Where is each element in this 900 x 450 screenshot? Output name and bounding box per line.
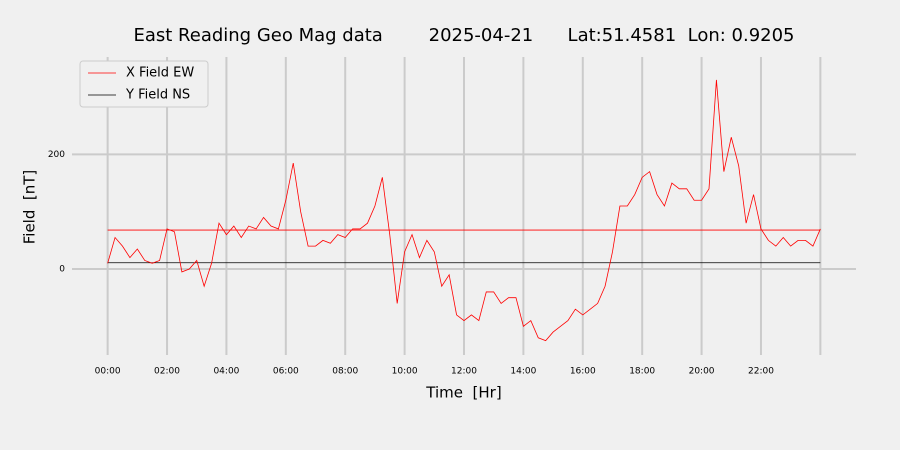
chart-title: East Reading Geo Mag data 2025-04-21 Lat…	[133, 25, 794, 46]
x-tick-label: 00:00	[95, 367, 121, 377]
legend-label: Y Field NS	[125, 88, 190, 103]
x-axis-label: Time [Hr]	[425, 384, 501, 402]
x-tick-label: 14:00	[510, 367, 536, 377]
x-tick-label: 18:00	[629, 367, 655, 377]
x-tick-label: 08:00	[332, 367, 358, 377]
x-tick-label: 22:00	[748, 367, 774, 377]
y-tick-label: 0	[59, 265, 65, 275]
x-tick-label: 10:00	[392, 367, 418, 377]
x-tick-label: 02:00	[154, 367, 180, 377]
x-tick-label: 12:00	[451, 367, 477, 377]
x-tick-label: 20:00	[689, 367, 715, 377]
y-axis-label: Field [nT]	[21, 170, 39, 245]
x-tick-label: 04:00	[213, 367, 239, 377]
series-line	[107, 79, 821, 342]
x-tick-label: 06:00	[273, 367, 299, 377]
x-tick-label: 16:00	[570, 367, 596, 377]
legend-label: X Field EW	[126, 66, 194, 81]
legend-box	[79, 60, 209, 108]
y-tick-label: 200	[48, 150, 65, 160]
